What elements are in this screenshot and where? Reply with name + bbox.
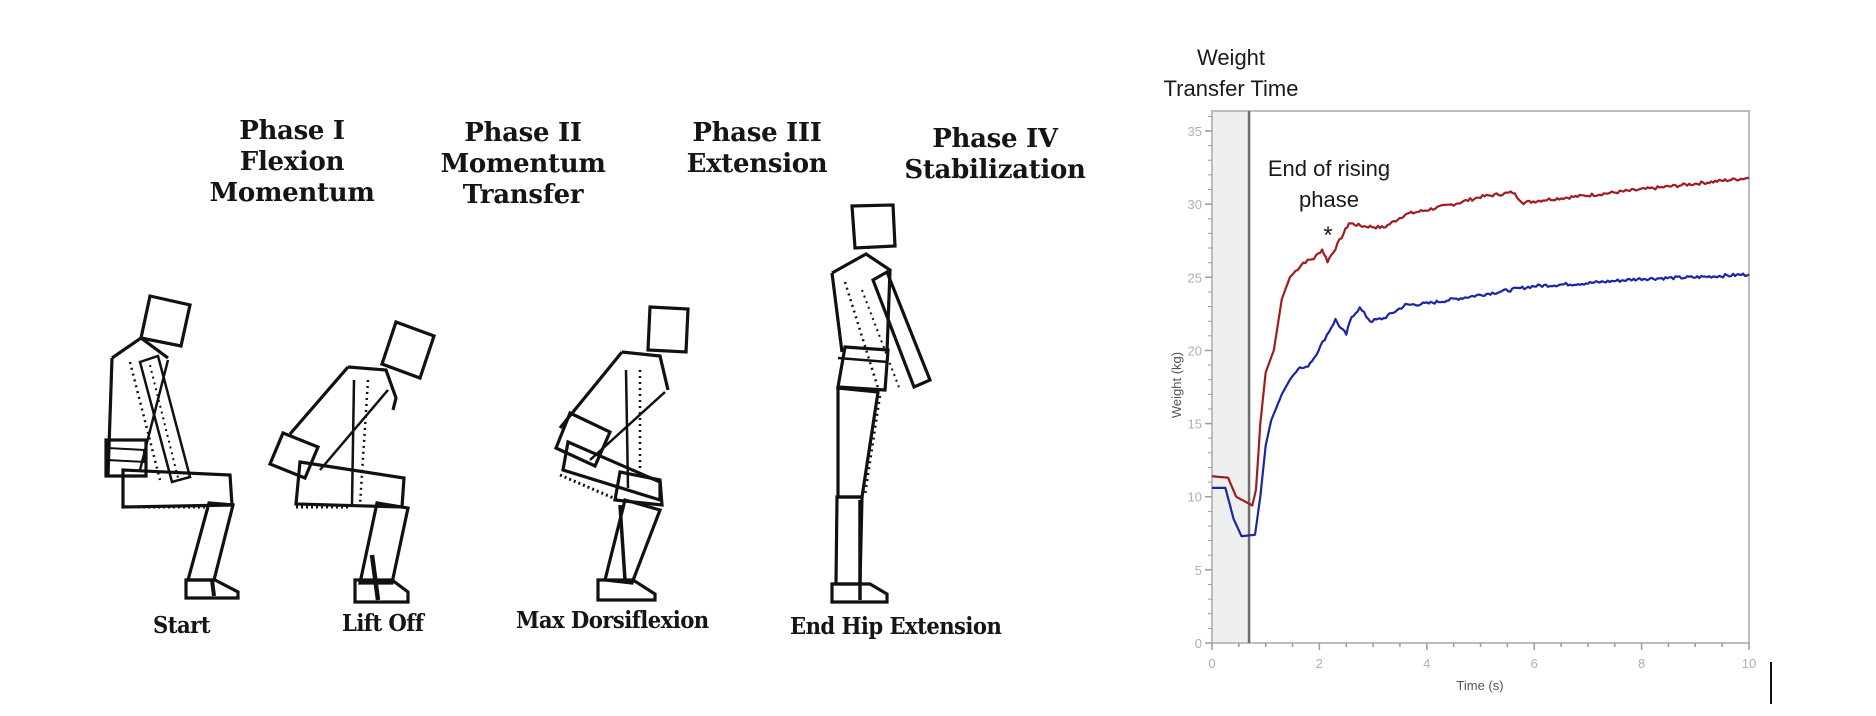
- y-tick-label: 0: [1195, 636, 1202, 651]
- end-of-rising-phase-annotation: End of rising phase: [1258, 153, 1400, 215]
- figure-end-hip-extension: [830, 203, 933, 604]
- y-tick-label: 30: [1188, 197, 1202, 212]
- phase-1-line-3: Momentum: [209, 178, 375, 208]
- annotation-end-of-rising: End of rising: [1267, 156, 1391, 181]
- phase-3-line-2: Extension: [686, 149, 828, 179]
- annotation-weight: Weight: [1196, 45, 1266, 70]
- weight-transfer-shaded-region: [1212, 111, 1250, 643]
- y-tick-label: 15: [1188, 417, 1202, 432]
- x-tick-label: 4: [1423, 656, 1430, 671]
- x-tick-label: 8: [1638, 656, 1645, 671]
- x-tick-label: 6: [1531, 656, 1538, 671]
- x-tick-label: 10: [1742, 656, 1756, 671]
- phase-1-line-1: Phase I: [239, 116, 345, 146]
- x-axis-label: Time (s): [1456, 678, 1503, 693]
- annotation-phase: phase: [1299, 187, 1359, 212]
- event-label-start: Start: [153, 612, 210, 639]
- phase-2-line-3: Transfer: [462, 180, 584, 210]
- y-tick-label: 25: [1188, 270, 1202, 285]
- blue-series-line: [1212, 272, 1750, 538]
- y-tick-label: 5: [1195, 563, 1202, 578]
- phase-1-title: Phase I Flexion Momentum: [209, 116, 374, 209]
- phase-3-line-1: Phase III: [692, 118, 822, 148]
- phase-1-line-2: Flexion: [239, 147, 345, 177]
- figure-max-dorsiflexion: [553, 305, 690, 602]
- phase-2-line-1: Phase II: [464, 118, 582, 148]
- phase-3-title: Phase III Extension: [687, 118, 828, 180]
- phase-2-title: Phase II Momentum Transfer: [440, 118, 605, 211]
- sit-to-stand-figures: [104, 203, 933, 604]
- data-series: [1211, 176, 1750, 538]
- y-axis-label: Weight (kg): [1169, 352, 1184, 418]
- figure-start: [104, 294, 240, 600]
- event-label-end-hip-extension: End Hip Extension: [790, 613, 1002, 640]
- annotation-transfer-time: Transfer Time: [1163, 76, 1299, 101]
- y-axis-ticks: 0 5 10 15 20 25 30 35: [1188, 115, 1212, 651]
- y-tick-label: 20: [1188, 343, 1202, 358]
- phase-4-title: Phase IV Stabilization: [904, 124, 1086, 186]
- red-series-line: [1211, 176, 1750, 507]
- event-label-lift-off: Lift Off: [342, 610, 424, 637]
- phase-4-line-1: Phase IV: [932, 124, 1058, 154]
- phase-4-line-2: Stabilization: [904, 155, 1086, 185]
- figure-lift-off: [267, 319, 437, 604]
- phase-2-line-2: Momentum: [440, 149, 606, 179]
- x-tick-label: 2: [1316, 656, 1323, 671]
- y-tick-label: 35: [1188, 124, 1202, 139]
- x-axis-ticks: 0 2 4 6 8 10: [1208, 643, 1756, 671]
- weight-transfer-time-annotation: Weight Transfer Time: [1160, 42, 1302, 104]
- event-label-max-dorsiflexion: Max Dorsiflexion: [516, 607, 709, 634]
- asterisk-marker: *: [1323, 222, 1333, 249]
- y-tick-label: 10: [1188, 490, 1202, 505]
- text-cursor-bar: [1770, 662, 1772, 704]
- x-tick-label: 0: [1208, 656, 1215, 671]
